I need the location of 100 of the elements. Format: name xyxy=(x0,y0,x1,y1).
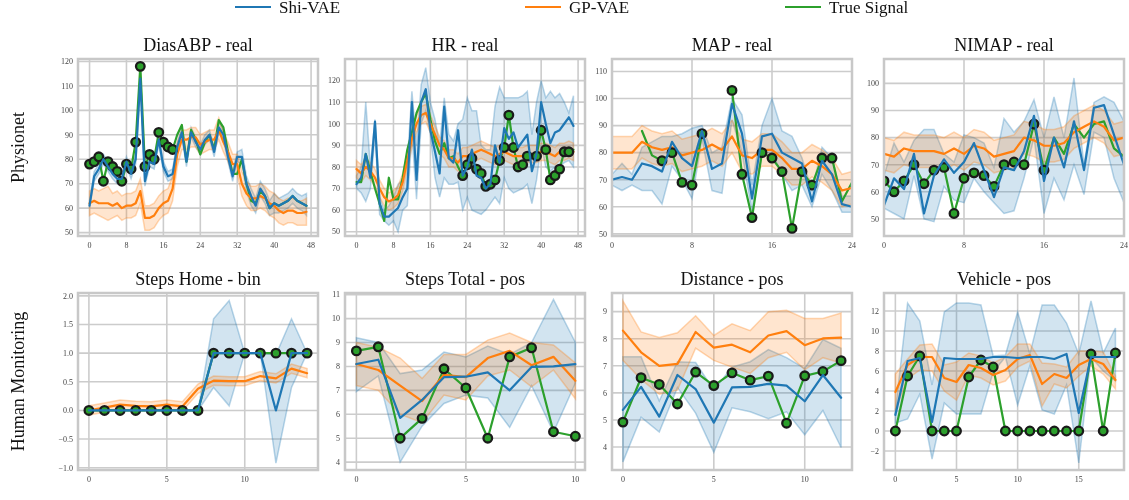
y-axis-title: Human Monitoring xyxy=(8,311,28,452)
y-tick-label: 5 xyxy=(336,433,340,443)
x-tick-label: 10 xyxy=(1013,475,1022,484)
y-tick-label: 100 xyxy=(328,119,340,129)
y-tick-label: 70 xyxy=(599,175,607,185)
x-tick-label: 16 xyxy=(426,241,435,250)
x-tick-label: 8 xyxy=(690,241,694,250)
chart-title: Vehicle - pos xyxy=(957,269,1051,289)
y-tick-label: 80 xyxy=(871,133,879,143)
y-tick-label: 120 xyxy=(61,57,73,67)
chart-title: NIMAP - real xyxy=(954,35,1054,55)
y-tick-label: 110 xyxy=(61,81,73,91)
y-tick-label: 60 xyxy=(65,203,73,213)
y-tick-label: 0.0 xyxy=(63,406,73,416)
y-tick-label: 50 xyxy=(871,214,879,224)
y-tick-label: 9 xyxy=(336,338,340,348)
y-tick-label: 1.0 xyxy=(63,348,73,358)
x-tick-label: 0 xyxy=(87,241,92,250)
y-tick-label: 100 xyxy=(595,94,607,104)
x-tick-label: 10 xyxy=(240,475,249,484)
y-tick-label: 4 xyxy=(875,386,879,396)
y-tick-label: 5 xyxy=(603,415,607,425)
x-tick-label: 0 xyxy=(354,475,359,484)
chart-title: Steps Home - bin xyxy=(135,269,261,289)
y-tick-label: 70 xyxy=(65,179,73,189)
y-tick-label: 2.0 xyxy=(63,291,73,301)
chart-title: Steps Total - pos xyxy=(405,269,525,289)
y-tick-label: 50 xyxy=(332,227,340,237)
x-tick-label: 0 xyxy=(882,241,886,250)
x-tick-label: 32 xyxy=(233,241,242,250)
x-tick-label: 40 xyxy=(270,241,279,250)
x-tick-label: 5 xyxy=(954,475,959,484)
y-tick-label: 8 xyxy=(875,346,879,356)
x-tick-label: 0 xyxy=(610,241,614,250)
y-axis-title: Physionet xyxy=(8,111,28,184)
x-tick-label: 0 xyxy=(354,241,359,250)
chart-title: Distance - pos xyxy=(680,269,784,289)
y-tick-label: 1.5 xyxy=(63,320,73,330)
y-tick-label: 50 xyxy=(65,228,73,238)
y-tick-label: 90 xyxy=(65,130,73,140)
y-tick-label: 80 xyxy=(332,162,340,172)
x-tick-label: 5 xyxy=(463,475,468,484)
chart-title: DiasABP - real xyxy=(143,35,253,55)
x-tick-label: 48 xyxy=(574,241,583,250)
x-tick-label: 16 xyxy=(159,241,168,250)
x-tick-label: 48 xyxy=(307,241,316,250)
y-tick-label: −1.0 xyxy=(58,463,73,473)
y-tick-label: 4 xyxy=(603,442,607,452)
y-tick-label: 60 xyxy=(599,202,607,212)
x-tick-label: 15 xyxy=(1074,475,1083,484)
chart-title: HR - real xyxy=(431,35,499,55)
y-tick-label: 70 xyxy=(332,184,340,194)
x-tick-label: 40 xyxy=(537,241,546,250)
y-tick-label: 70 xyxy=(871,160,879,170)
y-tick-label: 80 xyxy=(599,148,607,158)
y-tick-label: −0.5 xyxy=(58,434,73,444)
y-tick-label: 4 xyxy=(336,457,340,467)
x-tick-label: 16 xyxy=(768,241,776,250)
y-tick-label: 0 xyxy=(875,426,879,436)
y-tick-label: 90 xyxy=(332,141,340,151)
y-tick-label: 60 xyxy=(332,205,340,215)
x-tick-label: 24 xyxy=(848,241,856,250)
y-tick-label: 7 xyxy=(603,361,607,371)
y-tick-label: 110 xyxy=(595,67,607,77)
x-tick-label: 10 xyxy=(800,475,809,484)
y-tick-label: 110 xyxy=(328,97,340,107)
x-tick-label: 16 xyxy=(1040,241,1048,250)
chart-title: MAP - real xyxy=(691,35,773,55)
x-tick-label: 0 xyxy=(620,475,625,484)
y-tick-label: 2 xyxy=(875,406,879,416)
x-tick-label: 24 xyxy=(1120,241,1128,250)
y-tick-label: 100 xyxy=(61,106,73,116)
x-tick-label: 10 xyxy=(571,475,580,484)
x-tick-label: 8 xyxy=(962,241,966,250)
y-tick-label: 6 xyxy=(875,366,879,376)
y-tick-label: 90 xyxy=(599,121,607,131)
y-tick-label: 10 xyxy=(871,326,879,336)
x-tick-label: 0 xyxy=(86,475,91,484)
y-tick-label: 7 xyxy=(336,386,340,396)
y-tick-label: 60 xyxy=(871,187,879,197)
x-tick-label: 8 xyxy=(391,241,396,250)
y-tick-label: 0.5 xyxy=(63,377,73,387)
legend-label: True Signal xyxy=(829,0,909,17)
y-tick-label: 100 xyxy=(867,79,879,89)
x-tick-label: 0 xyxy=(893,475,898,484)
x-tick-label: 24 xyxy=(463,241,472,250)
y-tick-label: 90 xyxy=(871,106,879,116)
y-tick-label: −2 xyxy=(870,446,879,456)
y-tick-label: 120 xyxy=(328,76,340,86)
y-tick-label: 12 xyxy=(871,306,879,316)
y-tick-label: 10 xyxy=(332,314,340,324)
x-tick-label: 5 xyxy=(711,475,716,484)
y-tick-label: 8 xyxy=(603,334,607,344)
x-tick-label: 32 xyxy=(500,241,509,250)
legend-label: Shi-VAE xyxy=(279,0,341,17)
y-tick-label: 50 xyxy=(599,229,607,239)
y-tick-label: 6 xyxy=(603,388,607,398)
x-tick-label: 8 xyxy=(124,241,129,250)
y-tick-label: 9 xyxy=(603,307,607,317)
y-tick-label: 11 xyxy=(332,290,340,300)
